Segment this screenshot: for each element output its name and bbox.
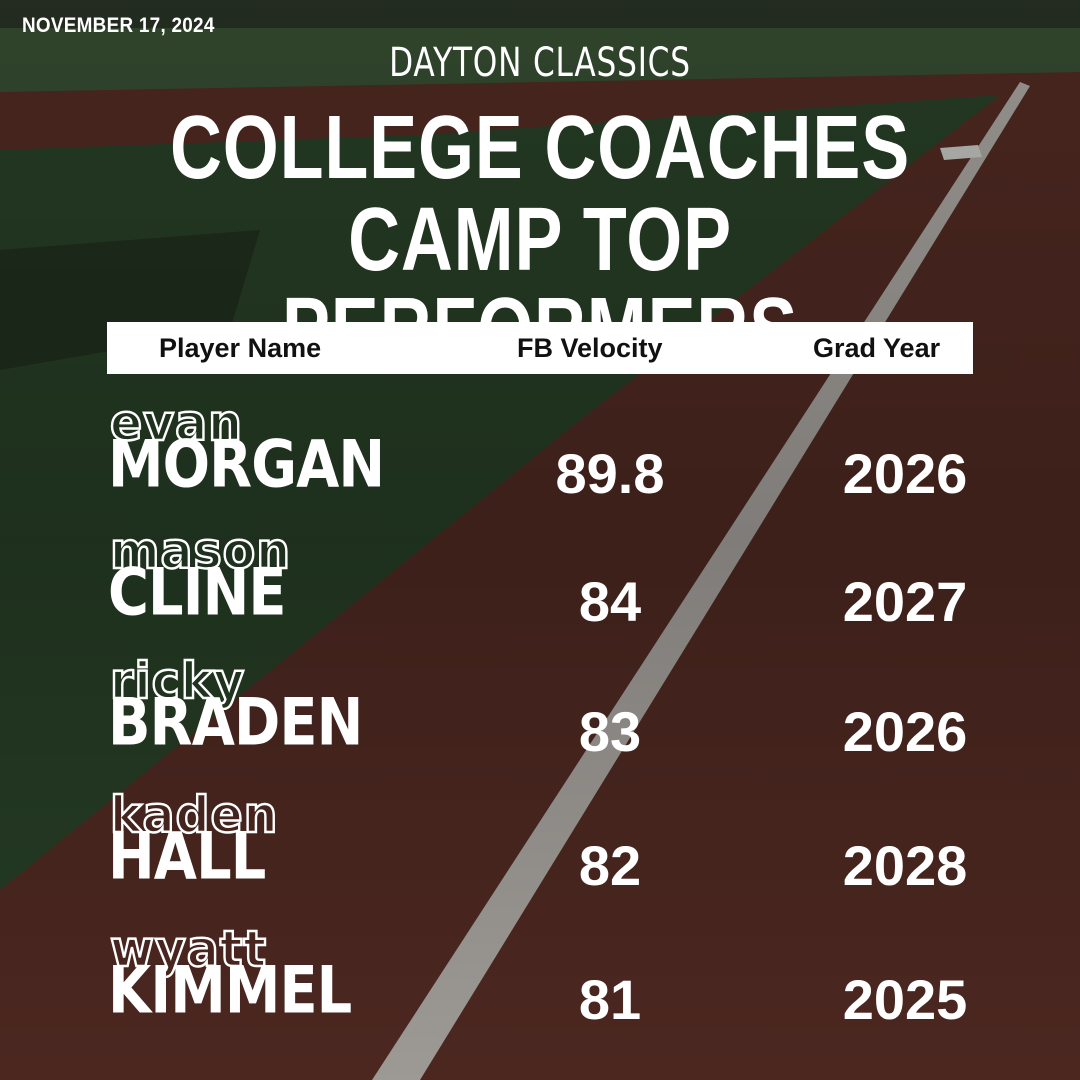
header-fb-velocity: FB Velocity — [517, 333, 663, 363]
grad-year-value: 2026 — [842, 700, 968, 763]
table-row: mason CLINE 84 2027 — [0, 522, 1080, 646]
player-last-name: HALL — [108, 817, 266, 895]
fb-velocity-value: 81 — [578, 968, 642, 1031]
player-first-name: wyatt — [109, 920, 268, 978]
player-last-name: CLINE — [108, 553, 286, 631]
grad-year-value: 2026 — [842, 442, 968, 505]
player-last-name: MORGAN — [108, 425, 385, 503]
header-player-name: Player Name — [159, 333, 322, 363]
table-row: kaden HALL 82 2028 — [0, 786, 1080, 910]
header-grad-year: Grad Year — [813, 333, 941, 363]
grad-year-value: 2025 — [842, 968, 968, 1031]
fb-velocity-value: 89.8 — [555, 442, 665, 505]
title-line-1: COLLEGE COACHES — [169, 98, 911, 198]
player-first-name: evan — [109, 394, 243, 452]
table-row: wyatt KIMMEL 81 2025 — [0, 920, 1080, 1044]
date-label: NOVEMBER 17, 2024 — [22, 14, 215, 37]
player-first-name: kaden — [109, 786, 279, 844]
fb-velocity-value: 83 — [578, 700, 642, 763]
player-first-name: ricky — [109, 652, 246, 710]
table-row: ricky BRADEN 83 2026 — [0, 652, 1080, 776]
player-last-name: BRADEN — [108, 683, 363, 761]
fb-velocity-value: 84 — [578, 570, 642, 633]
grad-year-value: 2028 — [842, 834, 968, 897]
player-first-name: mason — [109, 522, 292, 580]
table-header: Player Name FB Velocity Grad Year — [107, 322, 973, 374]
table-row: evan MORGAN 89.8 2026 — [0, 394, 1080, 518]
organization-name: DAYTON CLASSICS — [389, 40, 691, 86]
player-last-name: KIMMEL — [108, 951, 352, 1029]
grad-year-value: 2027 — [842, 570, 968, 633]
fb-velocity-value: 82 — [578, 834, 642, 897]
